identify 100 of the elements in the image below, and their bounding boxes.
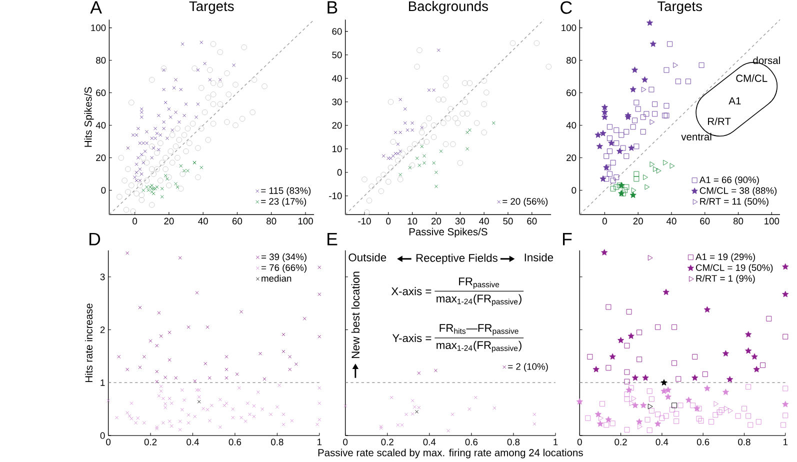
y-tick-label: 40 xyxy=(332,74,342,82)
x-tick-label: 100 xyxy=(764,218,780,224)
x-tick-label: 60 xyxy=(700,218,710,224)
x-tick-label: 80 xyxy=(266,218,276,224)
legend-label: = 20 (56%) xyxy=(502,198,548,206)
x-tick-label: 0.4 xyxy=(656,438,668,446)
x-tick-label: 20 xyxy=(164,218,174,224)
legend-label: = 2 (10%) xyxy=(508,362,548,372)
chart-title: Backgrounds xyxy=(409,0,488,14)
y-tick-label: 20 xyxy=(96,154,106,161)
y-tick-label: 3 xyxy=(100,273,105,280)
x-tick-label: 0.4 xyxy=(423,438,436,446)
legend-label: = 39 (34%) xyxy=(261,253,306,262)
annotation: CM/CL xyxy=(736,74,768,82)
y-tick-label: 60 xyxy=(332,28,342,35)
x-tick-label: 0.2 xyxy=(381,438,394,446)
legend-label: = 115 (83%) xyxy=(261,186,311,196)
y-tick-label: 100 xyxy=(562,24,576,31)
x-axis-title: Passive Spikes/S xyxy=(409,228,488,238)
x-axis-title: Passive rate scaled by max. firing rate among 24 locations xyxy=(318,448,583,458)
annotation: Inside xyxy=(524,253,554,262)
y-tick-label: 1 xyxy=(100,379,105,386)
y-tick-label: 10 xyxy=(332,145,342,152)
text: B xyxy=(328,1,338,14)
y-tick-label: -10 xyxy=(329,192,342,199)
y-tick-label: 60 xyxy=(566,89,576,96)
text: E xyxy=(328,232,338,246)
x-tick-label: 40 xyxy=(198,218,208,224)
chart-title: Targets xyxy=(189,1,234,14)
annotation: Y-axis = xyxy=(392,334,432,342)
x-tick-label: 20 xyxy=(432,218,442,224)
annotation: X-axis = xyxy=(391,286,432,296)
x-tick-label: 20 xyxy=(633,218,643,224)
text: F xyxy=(563,232,572,246)
legend-label: = 76 (66%) xyxy=(261,264,306,273)
legend-label: median xyxy=(262,274,292,282)
legend-label: R/RT = 11 (50%) xyxy=(700,198,768,206)
x-tick-label: 1 xyxy=(783,438,788,445)
y-tick-label: 0 xyxy=(101,186,106,194)
legend-label: CM/CL = 19 (50%) xyxy=(696,264,773,273)
x-tick-label: 0 xyxy=(132,218,138,224)
x-tick-label: 0 xyxy=(343,438,348,446)
annotation: dorsal xyxy=(753,56,780,64)
annotation: max$_{1-24}$(FR$_{passive}$) xyxy=(436,294,522,306)
x-tick-label: 0 xyxy=(602,218,607,224)
legend-label: A1 = 19 (29%) xyxy=(696,253,755,262)
y-tick-label: 80 xyxy=(566,56,576,64)
text: D xyxy=(90,232,100,246)
legend-label: A1 = 66 (90%) xyxy=(699,176,759,185)
y-tick-label: 30 xyxy=(332,98,342,106)
legend-label: = 23 (17%) xyxy=(261,198,306,206)
x-tick-label: 0 xyxy=(106,438,111,446)
x-tick-label: 1 xyxy=(554,438,558,445)
x-tick-label: 0.8 xyxy=(271,438,284,446)
y-tick-label: 40 xyxy=(566,122,576,128)
x-tick-label: 10 xyxy=(408,218,418,224)
annotation: A1 xyxy=(728,97,741,104)
x-tick-label: 100 xyxy=(298,218,313,224)
text: C xyxy=(560,1,572,14)
x-tick-label: 0.4 xyxy=(186,438,199,446)
y-tick-label: 100 xyxy=(91,24,106,31)
y-tick-label: 60 xyxy=(96,89,106,96)
y-axis-title: Hits Spikes/S xyxy=(84,86,94,147)
y-tick-label: 0 xyxy=(337,168,342,176)
y-tick-label: 50 xyxy=(332,51,342,58)
x-tick-label: 60 xyxy=(527,218,537,224)
x-tick-label: 0.6 xyxy=(228,438,242,446)
x-tick-label: 0.2 xyxy=(614,438,627,446)
text: A xyxy=(90,1,102,14)
annotation: ventral xyxy=(681,132,712,140)
y-axis-title: Hits rate increase xyxy=(84,303,93,382)
y-tick-label: 2 xyxy=(100,326,105,333)
y-tick-label: 0 xyxy=(100,432,105,439)
y-tick-label: 0 xyxy=(572,186,576,194)
annotation: New best location xyxy=(351,272,360,358)
x-tick-label: 0.6 xyxy=(465,438,478,446)
annotation: FR$_{hits}$—FR$_{passive}$ xyxy=(440,324,518,336)
x-tick-label: 0.8 xyxy=(507,438,520,446)
x-tick-label: 0.2 xyxy=(144,438,157,446)
annotation: Receptive Fields xyxy=(416,254,498,264)
y-tick-label: 40 xyxy=(96,122,106,128)
x-tick-label: 0 xyxy=(577,438,582,446)
annotation: FR$_{passive}$ xyxy=(459,277,500,289)
y-tick-label: 80 xyxy=(96,56,106,64)
annotation: Outside xyxy=(348,253,386,262)
x-tick-label: 0 xyxy=(386,218,391,224)
x-tick-label: -10 xyxy=(358,218,371,224)
y-tick-label: 20 xyxy=(332,122,342,129)
x-tick-label: 30 xyxy=(455,218,465,224)
x-tick-label: 60 xyxy=(232,218,242,224)
x-tick-label: 40 xyxy=(666,218,676,224)
annotation: max$_{1-24}$(FR$_{passive}$) xyxy=(436,340,522,352)
x-tick-label: 50 xyxy=(503,218,513,224)
x-tick-label: 0.8 xyxy=(738,438,750,446)
x-tick-label: 0.6 xyxy=(696,438,710,446)
legend-label: R/RT = 1 (9%) xyxy=(696,274,755,284)
x-tick-label: 40 xyxy=(479,218,489,224)
annotation: R/RT xyxy=(708,117,731,125)
x-tick-label: 1 xyxy=(318,438,322,445)
legend-label: CM/CL = 38 (88%) xyxy=(700,186,777,196)
